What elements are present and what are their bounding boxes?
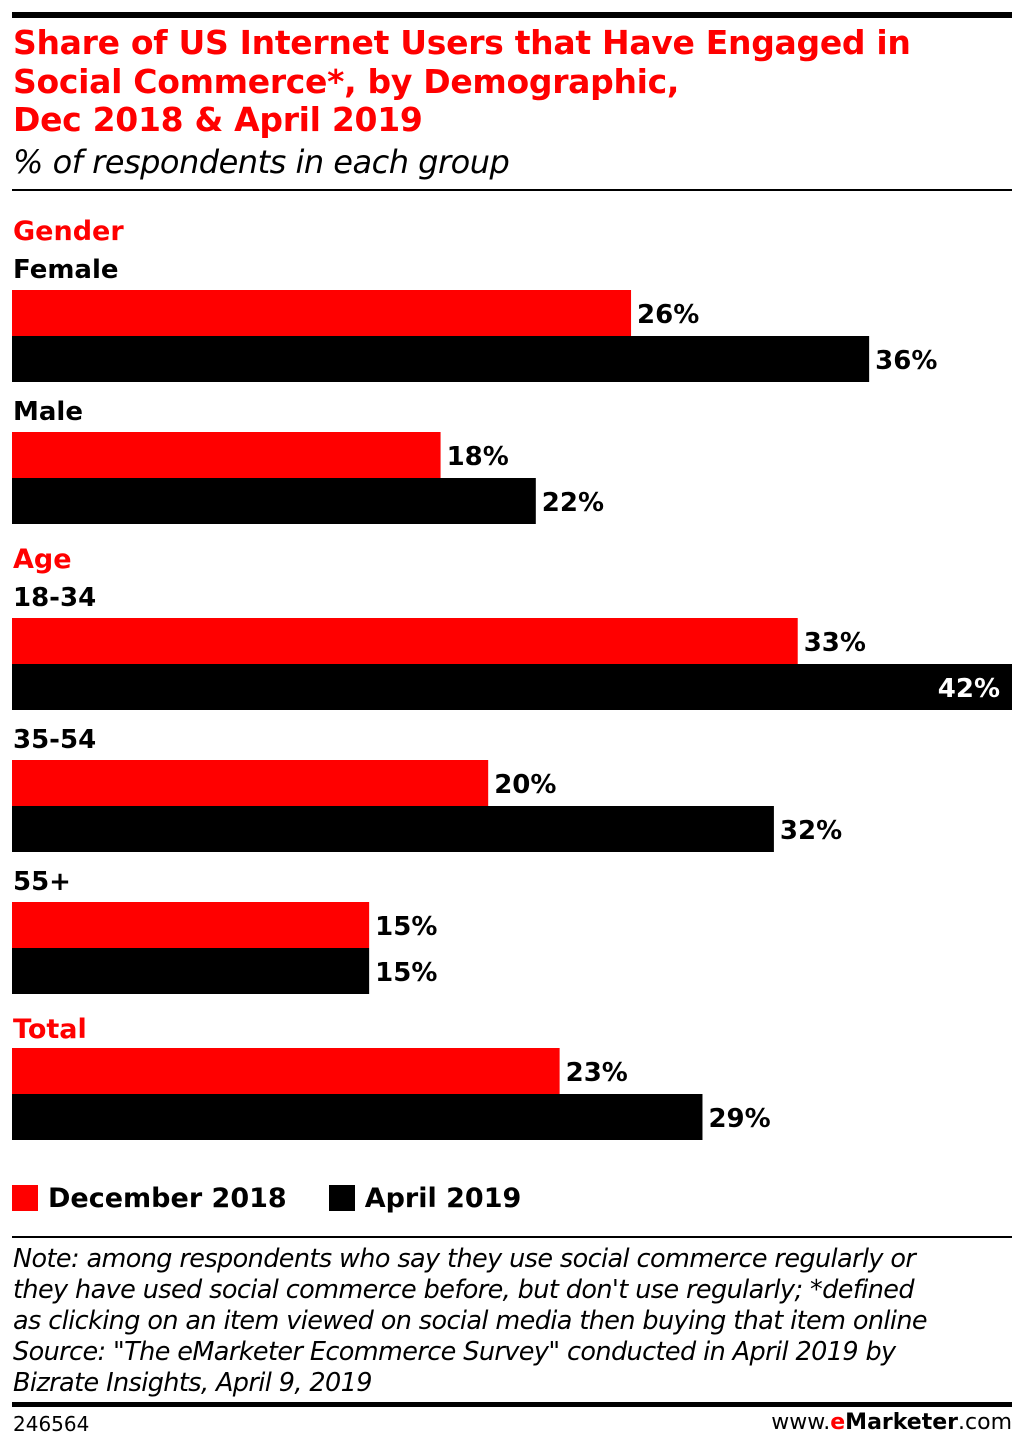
category-label-18-34: 18-34 (13, 583, 96, 613)
group-label-gender: Gender (13, 216, 124, 247)
bar-female-december-2018 (12, 290, 632, 336)
note-line-2: they have used social commerce before, b… (13, 1275, 915, 1305)
data-label-total-december-2018: 23% (566, 1058, 628, 1088)
note-line-1: Note: among respondents who say they use… (13, 1244, 916, 1274)
bar-female-april-2019 (12, 336, 870, 382)
data-label-male-december-2018: 18% (447, 442, 509, 472)
title-line-3: Dec 2018 & April 2019 (13, 100, 423, 139)
legend: December 2018 April 2019 (12, 1178, 563, 1218)
brand-link[interactable]: www.eMarketer.com (771, 1410, 1012, 1435)
data-label-male-april-2019: 22% (542, 488, 604, 518)
data-label-total-april-2019: 29% (708, 1104, 770, 1134)
brand-e: e (830, 1410, 846, 1435)
subtitle-rule (12, 189, 1012, 191)
bar-55-december-2018 (12, 902, 370, 948)
category-label-male: Male (13, 397, 83, 427)
data-label-female-december-2018: 26% (637, 300, 699, 330)
group-label-total: Total (13, 1014, 87, 1045)
legend-label-april-2019: April 2019 (364, 1182, 522, 1214)
title-line-1: Share of US Internet Users that Have Eng… (13, 23, 911, 62)
legend-swatch-april-2019 (328, 1185, 355, 1211)
category-label-female: Female (13, 255, 119, 285)
bar-18-34-december-2018 (12, 618, 798, 664)
bar-35-54-december-2018 (12, 760, 489, 806)
data-label-55-april-2019: 15% (375, 958, 437, 988)
data-label-female-april-2019: 36% (875, 346, 937, 376)
data-label-18-34-april-2019: 42% (938, 674, 1000, 704)
bar-18-34-april-2019 (12, 664, 1012, 710)
chart-subtitle: % of respondents in each group (13, 143, 510, 181)
brand-name: Marketer (845, 1410, 959, 1435)
brand-prefix: www. (771, 1410, 831, 1435)
legend-label-december-2018: December 2018 (48, 1182, 287, 1214)
bar-total-april-2019 (12, 1094, 703, 1140)
top-rule (12, 12, 1012, 18)
bar-55-april-2019 (12, 948, 370, 994)
data-label-35-54-april-2019: 32% (780, 816, 842, 846)
data-label-35-54-december-2018: 20% (494, 770, 556, 800)
legend-swatch-december-2018 (12, 1185, 38, 1211)
chart-note: Note: among respondents who say they use… (13, 1244, 1013, 1399)
source-line-1: Source: "The eMarketer Ecommerce Survey"… (13, 1337, 896, 1367)
chart-title: Share of US Internet Users that Have Eng… (13, 23, 1003, 140)
source-line-2: Bizrate Insights, April 9, 2019 (13, 1368, 372, 1398)
bar-male-april-2019 (12, 478, 536, 524)
legend-rule (12, 1236, 1012, 1238)
chart-id: 246564 (13, 1412, 90, 1436)
legend-item-december-2018: December 2018 (12, 1183, 287, 1214)
note-line-3: as clicking on an item viewed on social … (13, 1306, 928, 1336)
bottom-rule (12, 1402, 1012, 1407)
bar-35-54-april-2019 (12, 806, 774, 852)
legend-item-april-2019: April 2019 (328, 1182, 522, 1214)
data-label-55-december-2018: 15% (375, 912, 437, 942)
brand-suffix: .com (958, 1410, 1012, 1435)
data-label-18-34-december-2018: 33% (804, 628, 866, 658)
bar-total-december-2018 (12, 1048, 560, 1094)
category-label-55: 55+ (13, 867, 71, 897)
bar-male-december-2018 (12, 432, 441, 478)
group-label-age: Age (13, 544, 72, 575)
title-line-2: Social Commerce*, by Demographic, (13, 61, 680, 101)
category-label-35-54: 35-54 (13, 725, 96, 755)
bar-chart: Gender Female 26% 36% Male 18% 22% Age 18-34 33% 4… (12, 216, 1012, 1140)
